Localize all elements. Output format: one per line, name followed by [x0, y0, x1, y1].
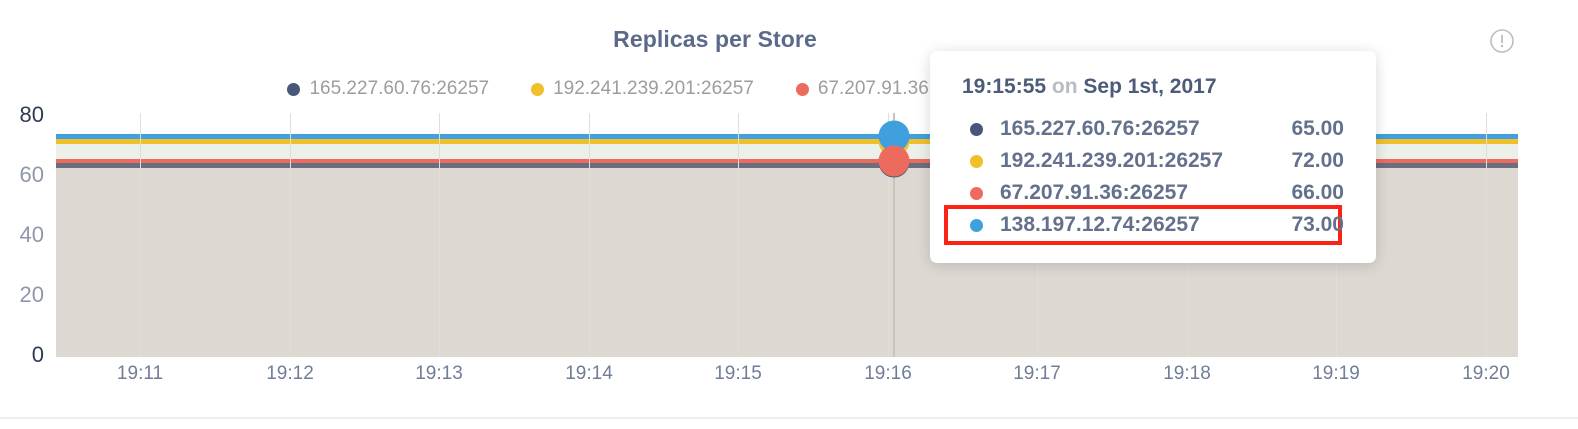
gridline-v-1913 — [439, 113, 440, 357]
y-axis-tick: 0 — [31, 342, 44, 367]
gridline-v-1912 — [290, 113, 291, 357]
tooltip-row: 67.207.91.36:26257 66.00 — [962, 177, 1350, 209]
tooltip-header: 19:15:55 on Sep 1st, 2017 — [962, 75, 1350, 99]
x-axis-tick: 19:18 — [1163, 363, 1211, 384]
tooltip-series-label: 192.241.239.201:26257 — [1000, 149, 1224, 172]
tooltip-row-highlighted: 138.197.12.74:26257 73.00 — [944, 205, 1344, 245]
legend-dot-icon — [287, 82, 301, 96]
tooltip-series-value: 72.00 — [1291, 149, 1344, 172]
tooltip-on-word: on — [1051, 75, 1078, 98]
gridline-v-1916 — [888, 113, 889, 357]
panel-divider — [0, 417, 1578, 419]
gridline-v-1920 — [1486, 113, 1487, 357]
tooltip-dot-icon — [970, 154, 983, 168]
tooltip-dot-icon — [970, 122, 983, 136]
tooltip-series-value: 66.00 — [1291, 181, 1344, 204]
marker-67-207-91-36 — [878, 145, 910, 177]
hover-cursor-line — [893, 113, 895, 357]
legend-item[interactable]: 192.241.239.201:26257 — [531, 78, 754, 100]
tooltip-row: 192.241.239.201:26257 72.00 — [962, 145, 1350, 177]
series-line-138-197-12-74 — [56, 134, 1518, 139]
tooltip-series-label: 165.227.60.76:26257 — [1000, 117, 1200, 140]
tooltip-series-value: 73.00 — [1291, 213, 1344, 236]
y-axis-tick: 60 — [19, 162, 44, 187]
x-axis-tick: 19:20 — [1462, 363, 1510, 384]
tooltip-time: 19:15:55 — [962, 75, 1047, 98]
x-axis-tick: 19:19 — [1312, 363, 1360, 384]
exclamation-circle-icon[interactable] — [1489, 28, 1515, 54]
tooltip-series-label: 138.197.12.74:26257 — [1000, 213, 1200, 236]
y-axis-tick: 20 — [19, 282, 44, 307]
gridline-v-1915 — [738, 113, 739, 357]
tooltip-date: Sep 1st, 2017 — [1083, 75, 1217, 98]
tooltip-dot-icon — [970, 218, 983, 232]
tooltip-row: 165.227.60.76:26257 65.00 — [962, 113, 1350, 145]
legend-label: 192.241.239.201:26257 — [553, 78, 754, 99]
y-axis-tick: 80 — [19, 102, 44, 127]
tooltip-series-label: 67.207.91.36:26257 — [1000, 181, 1189, 204]
gridline-v-1914 — [589, 113, 590, 357]
x-axis-tick: 19:15 — [714, 363, 762, 384]
series-line-192-241-239-201 — [56, 139, 1518, 144]
series-line-67-207-91-36 — [56, 159, 1518, 164]
x-axis-tick: 19:17 — [1013, 363, 1061, 384]
x-axis-tick: 19:12 — [266, 363, 314, 384]
x-axis-tick: 19:14 — [565, 363, 613, 384]
chart-tooltip: 19:15:55 on Sep 1st, 2017 165.227.60.76:… — [930, 51, 1376, 263]
page-title: Replicas per Store — [613, 26, 817, 52]
legend-dot-icon — [531, 82, 545, 96]
legend-dot-icon — [795, 82, 809, 96]
series-line-165-227-60-76 — [56, 163, 1518, 168]
tooltip-series-value: 65.00 — [1291, 117, 1344, 140]
x-axis-tick: 19:13 — [415, 363, 463, 384]
x-axis-tick: 19:16 — [864, 363, 912, 384]
legend-item[interactable]: 165.227.60.76:26257 — [287, 78, 489, 100]
x-axis-tick: 19:11 — [116, 363, 164, 384]
legend-label: 165.227.60.76:26257 — [309, 78, 490, 99]
tooltip-dot-icon — [970, 186, 983, 200]
gridline-v-1911 — [140, 113, 141, 357]
y-axis-tick: 40 — [19, 222, 44, 247]
